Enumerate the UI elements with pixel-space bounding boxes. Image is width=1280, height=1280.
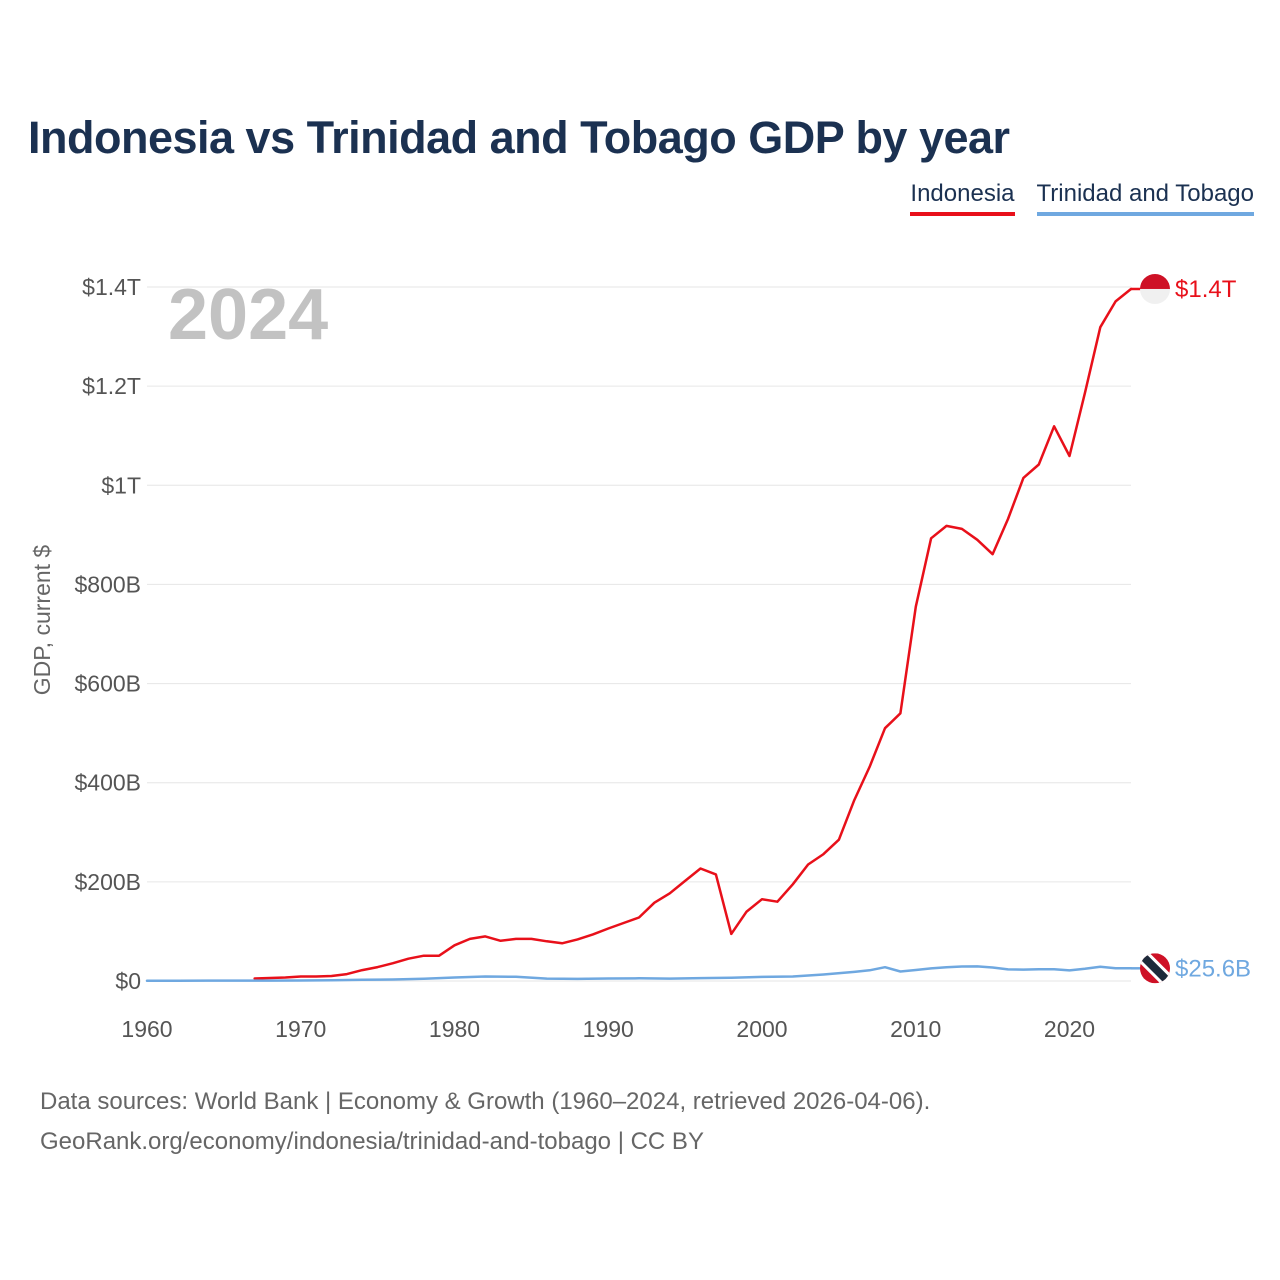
x-axis: 1960 1970 1980 1990 2000 2010 2020 <box>121 1016 1095 1042</box>
x-tick-label: 1980 <box>429 1016 480 1042</box>
trinidad-flag-icon <box>1140 953 1170 984</box>
end-value-label: $1.4T <box>1175 276 1237 303</box>
x-tick-label: 2020 <box>1044 1016 1095 1042</box>
legend-item-trinidad-and-tobago[interactable]: Trinidad and Tobago <box>1036 180 1254 216</box>
x-tick-label: 1970 <box>275 1016 326 1042</box>
source-link[interactable]: GeoRank.org/economy/indonesia/trinidad-a… <box>40 1128 704 1155</box>
footer: Data sources: World Bank | Economy & Gro… <box>40 1082 930 1162</box>
x-tick-label: 2000 <box>736 1016 787 1042</box>
indonesia-flag-icon <box>1140 273 1170 304</box>
y-tick-label: $400B <box>74 770 141 796</box>
end-value-label: $25.6B <box>1175 955 1251 982</box>
legend-item-indonesia[interactable]: Indonesia <box>910 180 1015 216</box>
series-line-trinidad-and-tobago <box>145 965 1133 982</box>
end-labels: $1.4T $25.6B <box>1131 273 1251 984</box>
y-tick-label: $600B <box>74 671 141 697</box>
chart-title: Indonesia vs Trinidad and Tobago GDP by … <box>28 112 1010 163</box>
y-tick-label: $1T <box>101 472 141 498</box>
y-axis: $0 $200B $400B $600B $800B $1T $1.2T $1.4T <box>74 274 141 994</box>
y-tick-label: $0 <box>115 968 141 994</box>
series-line-indonesia <box>253 287 1133 980</box>
y-tick-label: $1.2T <box>82 373 141 399</box>
year-watermark: 2024 <box>168 275 328 355</box>
legend: Indonesia Trinidad and Tobago <box>910 180 1254 216</box>
grid-lines <box>147 286 1131 982</box>
y-axis-title: GDP, current $ <box>29 545 55 696</box>
source-text: Data sources: World Bank | Economy & Gro… <box>40 1088 931 1115</box>
x-tick-label: 1990 <box>583 1016 634 1042</box>
y-tick-label: $1.4T <box>82 274 141 300</box>
x-tick-label: 1960 <box>121 1016 172 1042</box>
series <box>145 287 1133 982</box>
y-tick-label: $800B <box>74 571 141 597</box>
x-tick-label: 2010 <box>890 1016 941 1042</box>
y-tick-label: $200B <box>74 869 141 895</box>
